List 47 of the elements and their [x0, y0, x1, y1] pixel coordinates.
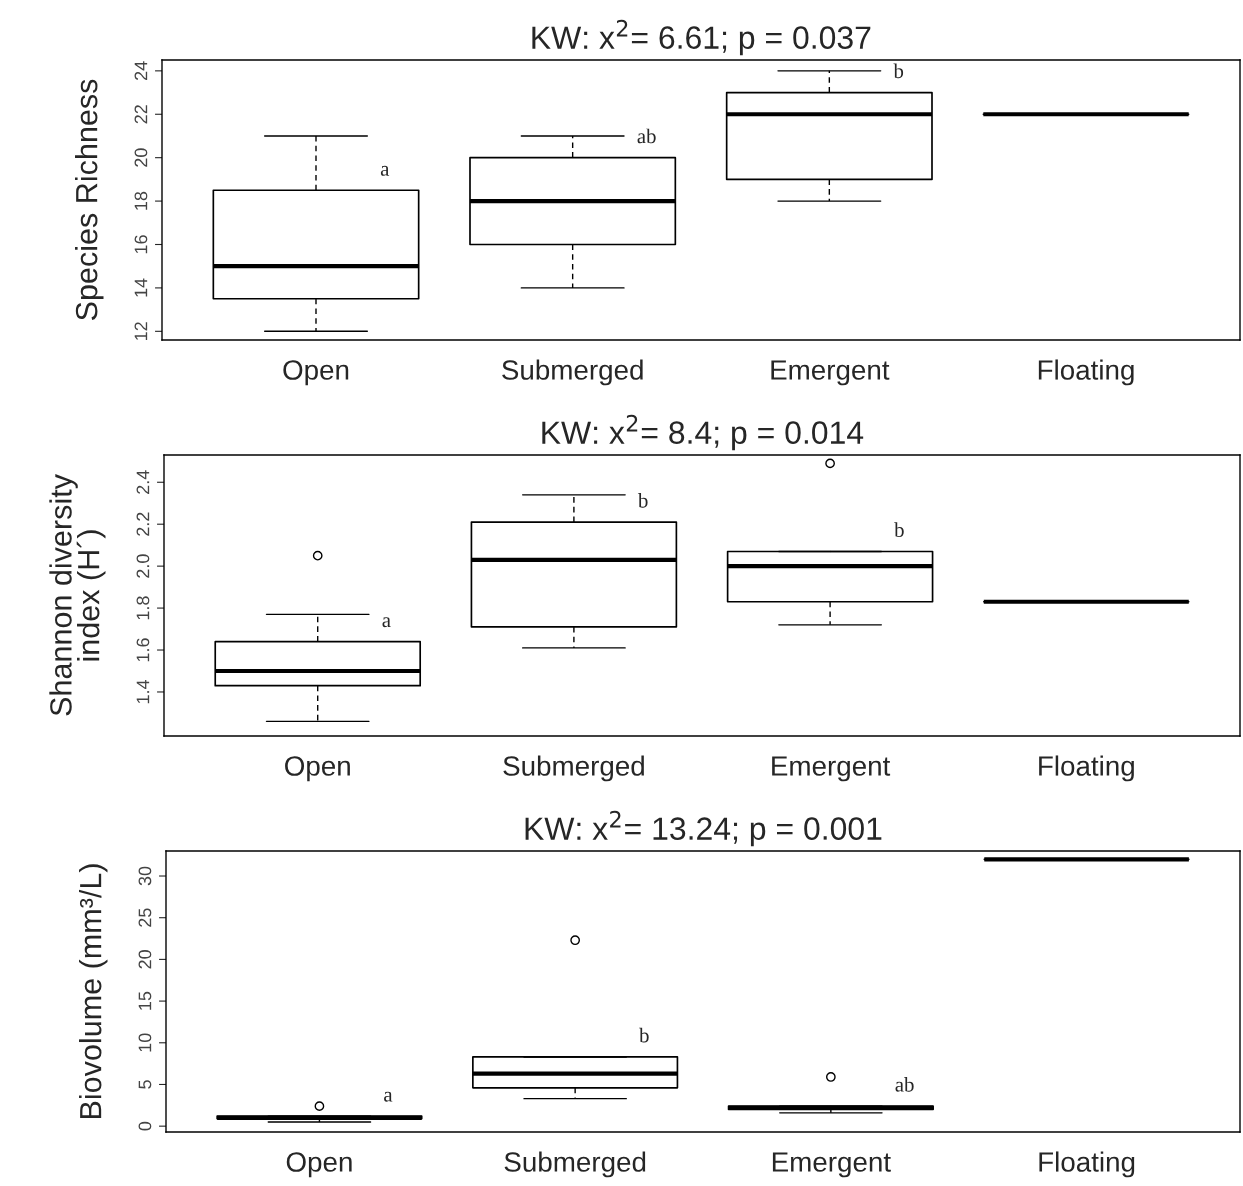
chart-title: KW: x$^{2}$= 6.61; p = 0.037 [532, 19, 871, 56]
y-tick-label: 10 [138, 1033, 152, 1052]
x-tick-label: Floating [1039, 755, 1134, 782]
y-tick-label: 16 [134, 235, 148, 254]
y-tick-label: 25 [138, 908, 152, 927]
y-tick-label: 2.0 [136, 554, 150, 578]
annotation: a [380, 165, 390, 176]
x-tick-label: Submerged [504, 1151, 646, 1178]
y-tick-label: 24 [134, 61, 148, 80]
y-tick-label: 2.2 [136, 512, 150, 536]
x-tick-label: Open [285, 756, 350, 782]
annotation: ab [895, 1077, 914, 1092]
y-tick-label: 2.4 [136, 470, 150, 494]
y-tick-label: 20 [138, 950, 152, 969]
y-tick-label: 14 [134, 278, 148, 297]
x-tick-label: Open [286, 1152, 352, 1178]
x-tick-label: Floating [1039, 1151, 1135, 1178]
x-tick-label: Open [283, 360, 349, 386]
annotation: b [639, 1027, 649, 1043]
y-axis-title: Shannon diversity index (H´) [49, 474, 106, 716]
annotation: b [893, 63, 904, 79]
annotation: a [382, 617, 391, 628]
y-tick-label: 1.8 [136, 596, 150, 620]
y-tick-label: 20 [134, 148, 148, 167]
annotation: ab [637, 128, 656, 144]
y-tick-label: 5 [138, 1080, 152, 1089]
y-tick-label: 18 [134, 191, 148, 210]
y-tick-label: 15 [138, 991, 152, 1010]
x-tick-label: Emergent [772, 1152, 891, 1178]
y-tick-label: 12 [134, 322, 148, 340]
y-axis-title: Biovolume (mm³/L) [79, 864, 108, 1119]
y-axis-title: Species Richness [75, 79, 104, 321]
x-tick-label: Submerged [503, 755, 644, 782]
annotation: a [384, 1091, 393, 1102]
y-tick-label: 30 [138, 866, 152, 886]
y-tick-label: 22 [134, 105, 148, 124]
y-tick-label: 0 [138, 1121, 152, 1131]
x-tick-label: Emergent [772, 756, 891, 782]
x-tick-label: Floating [1038, 359, 1134, 386]
annotation: b [637, 492, 648, 508]
chart-title: KW: x$^{2}$= 8.4; p = 0.014 [542, 414, 864, 451]
x-tick-label: Submerged [502, 359, 643, 386]
annotation: b [894, 522, 904, 538]
chart-title: KW: x$^{2}$= 13.24; p = 0.001 [525, 810, 882, 847]
x-tick-label: Emergent [771, 360, 890, 386]
y-tick-label: 1.6 [136, 638, 150, 662]
y-tick-label: 1.4 [136, 679, 150, 704]
